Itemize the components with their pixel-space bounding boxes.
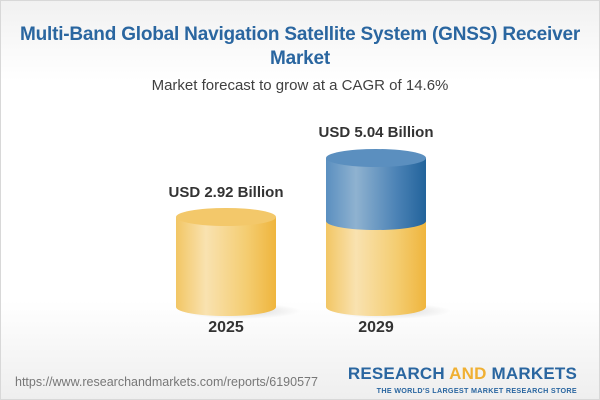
brand-name: RESEARCH AND MARKETS [348,365,577,383]
brand-word-markets: MARKETS [486,364,577,383]
brand-tagline: THE WORLD'S LARGEST MARKET RESEARCH STOR… [376,386,577,395]
bar-2029 [326,149,451,319]
brand-word-research: RESEARCH [347,364,450,383]
year-label-2029: 2029 [358,319,394,336]
year-label-2025: 2025 [208,319,244,336]
value-label-2025: USD 2.92 Billion [168,184,284,201]
brand-logo: RESEARCH AND MARKETS THE WORLD'S LARGEST… [348,365,577,396]
source-url: https://www.researchandmarkets.com/repor… [15,375,318,389]
brand-word-and: AND [449,364,487,383]
chart-title: Multi-Band Global Navigation Satellite S… [19,24,581,69]
bar-2025 [176,208,301,319]
chart-subtitle: Market forecast to grow at a CAGR of 14.… [151,77,449,94]
value-label-2029: USD 5.04 Billion [318,124,434,141]
